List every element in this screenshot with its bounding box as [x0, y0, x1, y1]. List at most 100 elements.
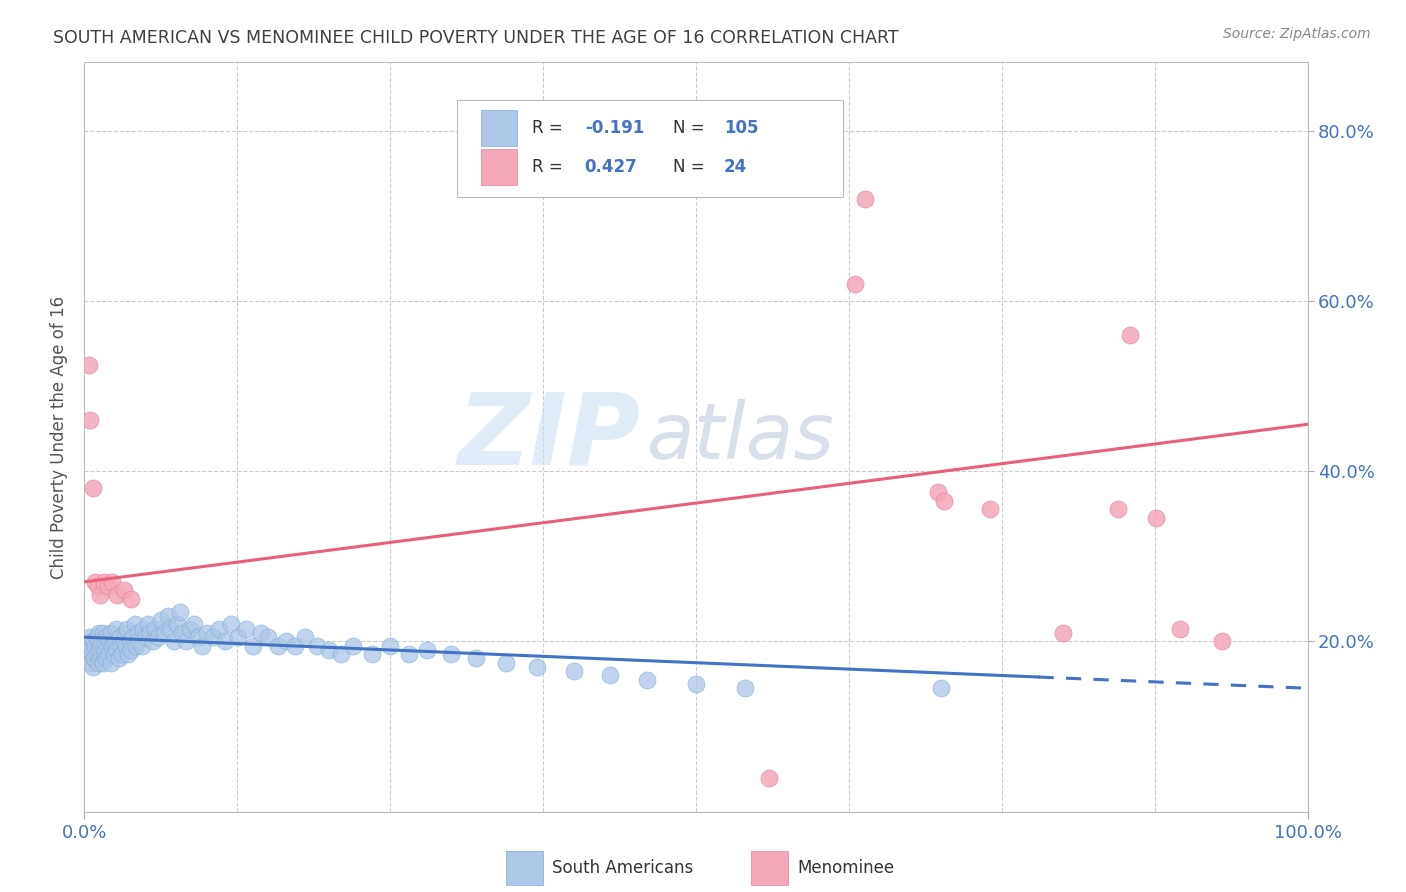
Point: [249, 626, 271, 640]
Point: [636, 673, 658, 687]
Point: [98, 634, 121, 648]
Point: [86, 630, 108, 644]
Point: [120, 591, 142, 606]
Point: [169, 605, 191, 619]
Point: [187, 630, 209, 644]
Point: [135, 630, 157, 644]
Point: [105, 643, 128, 657]
Point: [156, 608, 179, 623]
Point: [191, 639, 214, 653]
Point: [111, 647, 134, 661]
Point: [214, 634, 236, 648]
Point: [142, 634, 165, 648]
Point: [276, 634, 298, 648]
Point: [87, 626, 110, 640]
Point: [131, 639, 153, 653]
Point: [599, 668, 621, 682]
Point: [398, 647, 420, 661]
Text: N =: N =: [672, 159, 710, 177]
Point: [136, 617, 159, 632]
Point: [105, 588, 128, 602]
Point: [172, 626, 194, 640]
Point: [734, 681, 756, 696]
Point: [114, 626, 136, 640]
Point: [464, 651, 486, 665]
Point: [120, 643, 142, 657]
Point: [77, 643, 100, 657]
Point: [1211, 634, 1233, 648]
Point: [305, 639, 328, 653]
Point: [97, 647, 120, 661]
Point: [380, 639, 402, 653]
Point: [927, 485, 949, 500]
Point: [90, 634, 112, 648]
Point: [89, 651, 111, 665]
Point: [159, 622, 181, 636]
Point: [93, 574, 115, 589]
Point: [100, 656, 122, 670]
Point: [330, 647, 353, 661]
Text: SOUTH AMERICAN VS MENOMINEE CHILD POVERTY UNDER THE AGE OF 16 CORRELATION CHART: SOUTH AMERICAN VS MENOMINEE CHILD POVERT…: [53, 29, 898, 46]
Text: -0.191: -0.191: [585, 119, 644, 136]
Point: [179, 622, 201, 636]
Point: [87, 656, 110, 670]
Point: [96, 651, 118, 665]
Point: [685, 677, 707, 691]
Point: [1119, 327, 1142, 342]
Point: [107, 651, 129, 665]
Text: 24: 24: [724, 159, 748, 177]
Point: [115, 639, 138, 653]
Text: Source: ZipAtlas.com: Source: ZipAtlas.com: [1223, 27, 1371, 41]
Point: [318, 643, 340, 657]
Point: [853, 192, 876, 206]
Point: [242, 639, 264, 653]
Point: [101, 639, 124, 653]
Point: [87, 643, 110, 657]
Point: [83, 651, 105, 665]
Text: R =: R =: [531, 119, 568, 136]
Point: [153, 626, 176, 640]
Point: [150, 613, 173, 627]
Text: South Americans: South Americans: [551, 859, 693, 877]
Point: [79, 656, 101, 670]
Point: [342, 639, 364, 653]
Point: [163, 634, 186, 648]
Point: [844, 277, 866, 291]
Point: [91, 626, 114, 640]
Point: [112, 583, 135, 598]
Point: [89, 639, 111, 653]
Point: [284, 639, 307, 653]
Point: [90, 647, 112, 661]
Point: [87, 579, 110, 593]
Point: [1144, 511, 1167, 525]
Point: [97, 639, 120, 653]
Point: [105, 622, 128, 636]
FancyBboxPatch shape: [457, 100, 842, 197]
Point: [139, 626, 162, 640]
Point: [146, 630, 169, 644]
Point: [228, 630, 250, 644]
Point: [100, 626, 122, 640]
Point: [79, 630, 101, 644]
Point: [143, 622, 166, 636]
Point: [97, 579, 120, 593]
Point: [77, 358, 100, 372]
Point: [360, 647, 382, 661]
Text: R =: R =: [531, 159, 568, 177]
Point: [257, 630, 280, 644]
Point: [82, 660, 104, 674]
Point: [94, 643, 117, 657]
Point: [195, 626, 218, 640]
Point: [979, 502, 1001, 516]
Point: [91, 656, 114, 670]
Point: [440, 647, 463, 661]
Point: [108, 630, 131, 644]
Point: [117, 647, 139, 661]
Point: [266, 639, 288, 653]
Point: [79, 413, 101, 427]
Point: [82, 481, 104, 495]
Y-axis label: Child Poverty Under the Age of 16: Child Poverty Under the Age of 16: [49, 295, 67, 579]
Text: Menominee: Menominee: [797, 859, 894, 877]
Bar: [481, 149, 517, 186]
Point: [101, 574, 124, 589]
